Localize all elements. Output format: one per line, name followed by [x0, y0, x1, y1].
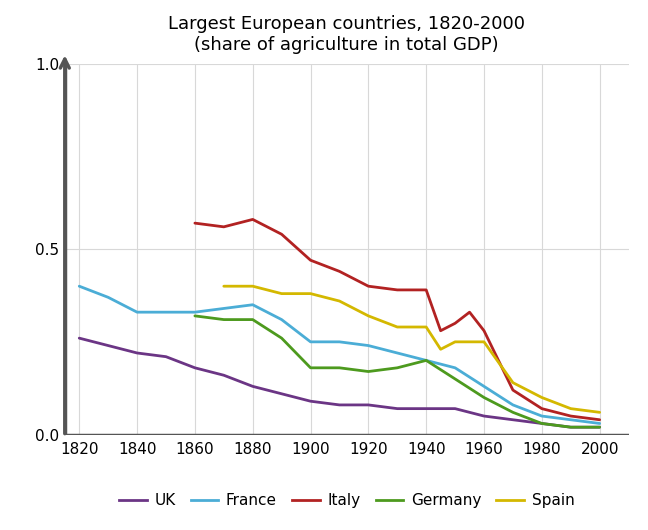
Legend: UK, France, Italy, Germany, Spain: UK, France, Italy, Germany, Spain	[113, 487, 581, 514]
Title: Largest European countries, 1820-2000
(share of agriculture in total GDP): Largest European countries, 1820-2000 (s…	[168, 15, 525, 54]
